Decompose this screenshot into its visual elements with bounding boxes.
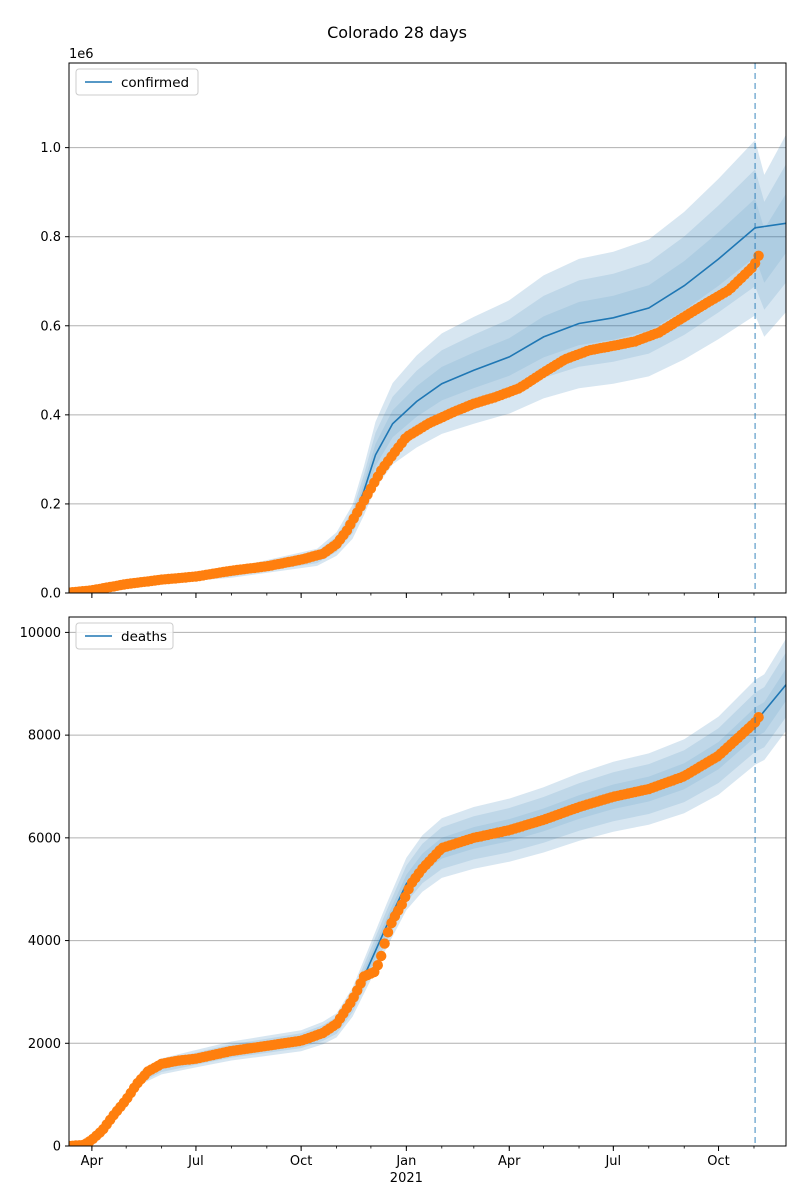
observed-point — [379, 938, 390, 949]
y-tick-label: 0.0 — [40, 587, 61, 602]
observed-point — [372, 960, 383, 971]
x-tick-label: Jul — [604, 1154, 621, 1169]
y-tick-label: 6000 — [28, 831, 61, 846]
y-tick-label: 0 — [53, 1140, 61, 1155]
y-tick-label: 0.8 — [40, 230, 61, 245]
y-tick-label: 4000 — [28, 934, 61, 949]
y-tick-label: 0.2 — [40, 497, 61, 512]
legend-box — [75, 622, 174, 650]
y-tick-label: 10000 — [20, 626, 61, 641]
y-tick-label: 0.4 — [40, 408, 61, 423]
observed-point — [376, 950, 387, 962]
x-tick-label: Jan — [395, 1154, 416, 1169]
plot-area — [69, 638, 786, 1146]
x-year-label: 2021 — [390, 1171, 423, 1186]
axes-frame — [68, 62, 787, 594]
legend: confirmed — [75, 68, 199, 96]
y-tick-label: 0.6 — [40, 319, 61, 334]
uncertainty-band — [69, 638, 786, 1146]
figure-title: Colorado 28 days — [327, 23, 467, 42]
plot-area — [69, 134, 786, 593]
y-tick-label: 1.0 — [40, 141, 61, 156]
uncertainty-band — [69, 652, 786, 1146]
x-tick-label: Oct — [290, 1154, 312, 1169]
deaths-panel: 0 2000 4000 6000 8000 10000 Apr Jul Oct Jan Apr Jul… — [20, 616, 787, 1186]
y-tick-label: 2000 — [28, 1037, 61, 1052]
x-tick-label: Jul — [187, 1154, 204, 1169]
y-tick-label: 8000 — [28, 729, 61, 744]
legend-label: confirmed — [121, 75, 189, 91]
y-offset-label: 1e6 — [69, 47, 94, 62]
observed-point — [382, 927, 394, 938]
x-tick-label: Apr — [498, 1154, 521, 1169]
axes-frame — [68, 616, 787, 1147]
confirmed-panel: 0.0 0.2 0.4 0.6 0.8 1.0 1e6 confirmed — [40, 47, 787, 602]
x-tick-label: Oct — [707, 1154, 729, 1169]
observed-point — [753, 712, 764, 723]
legend-box — [75, 68, 199, 96]
observed-point — [753, 250, 764, 261]
uncertainty-band — [69, 134, 786, 593]
legend: deaths — [75, 622, 174, 650]
legend-label: deaths — [121, 629, 167, 645]
uncertainty-band — [69, 164, 786, 593]
uncertainty-band — [69, 668, 786, 1146]
x-tick-label: Apr — [81, 1154, 104, 1169]
